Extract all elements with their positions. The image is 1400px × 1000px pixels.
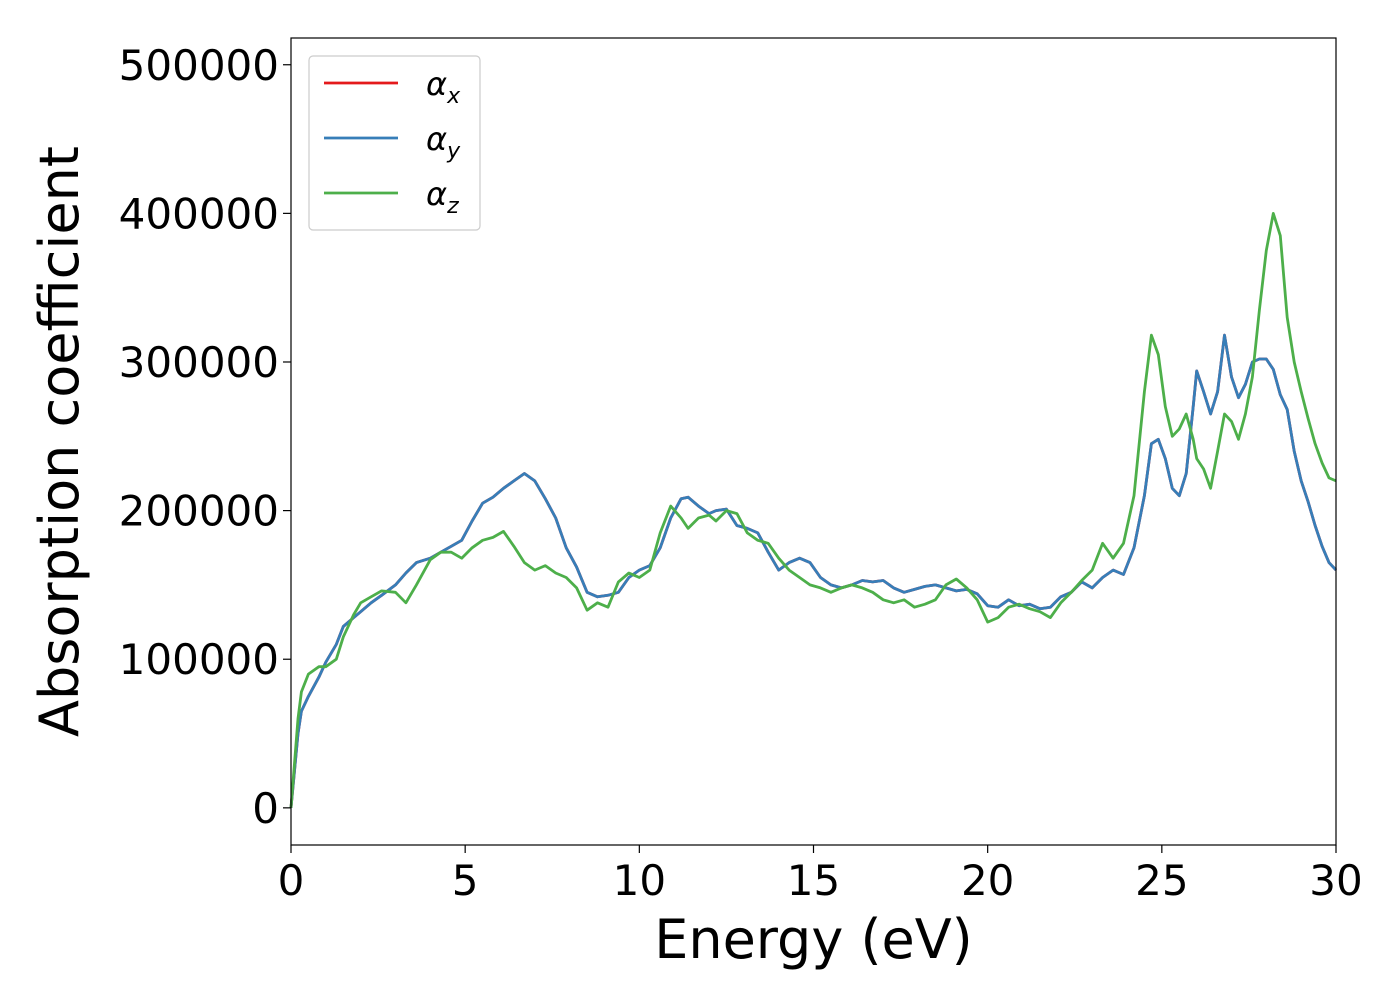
x-tick-label: 10 — [613, 856, 666, 905]
y-tick-label: 100000 — [119, 635, 279, 684]
y-tick-label: 500000 — [119, 41, 279, 90]
x-tick-label: 15 — [787, 856, 840, 905]
legend-label-x: αx — [426, 65, 461, 109]
y-tick-label: 200000 — [119, 487, 279, 536]
x-tick-label: 5 — [452, 856, 479, 905]
y-tick-label: 400000 — [119, 189, 279, 238]
legend-subscript: x — [446, 84, 461, 109]
y-tick-label: 0 — [252, 784, 279, 833]
x-tick-label: 30 — [1309, 856, 1362, 905]
ticks-layer: 0 5 10 15 20 25 30 0 100000 200000 300000 400000 500… — [119, 41, 1363, 905]
y-axis-title: Absorption coefficient — [28, 146, 91, 737]
legend-subscript: y — [446, 139, 461, 164]
x-tick-label: 25 — [1135, 856, 1188, 905]
x-tick-label: 0 — [278, 856, 305, 905]
series-layer — [289, 212, 1338, 808]
legend-symbol: α — [426, 65, 447, 103]
legend-symbol: α — [426, 120, 447, 158]
legend-label-z: αz — [426, 175, 459, 219]
y-tick-label: 300000 — [119, 338, 279, 387]
legend-label-y: αy — [426, 120, 461, 164]
x-tick-label: 20 — [961, 856, 1014, 905]
legend-box — [308, 55, 481, 231]
legend-symbol: α — [426, 175, 447, 213]
x-axis-title: Energy (eV) — [654, 908, 973, 971]
series-line-z — [289, 212, 1337, 808]
legend-subscript: z — [446, 194, 459, 219]
